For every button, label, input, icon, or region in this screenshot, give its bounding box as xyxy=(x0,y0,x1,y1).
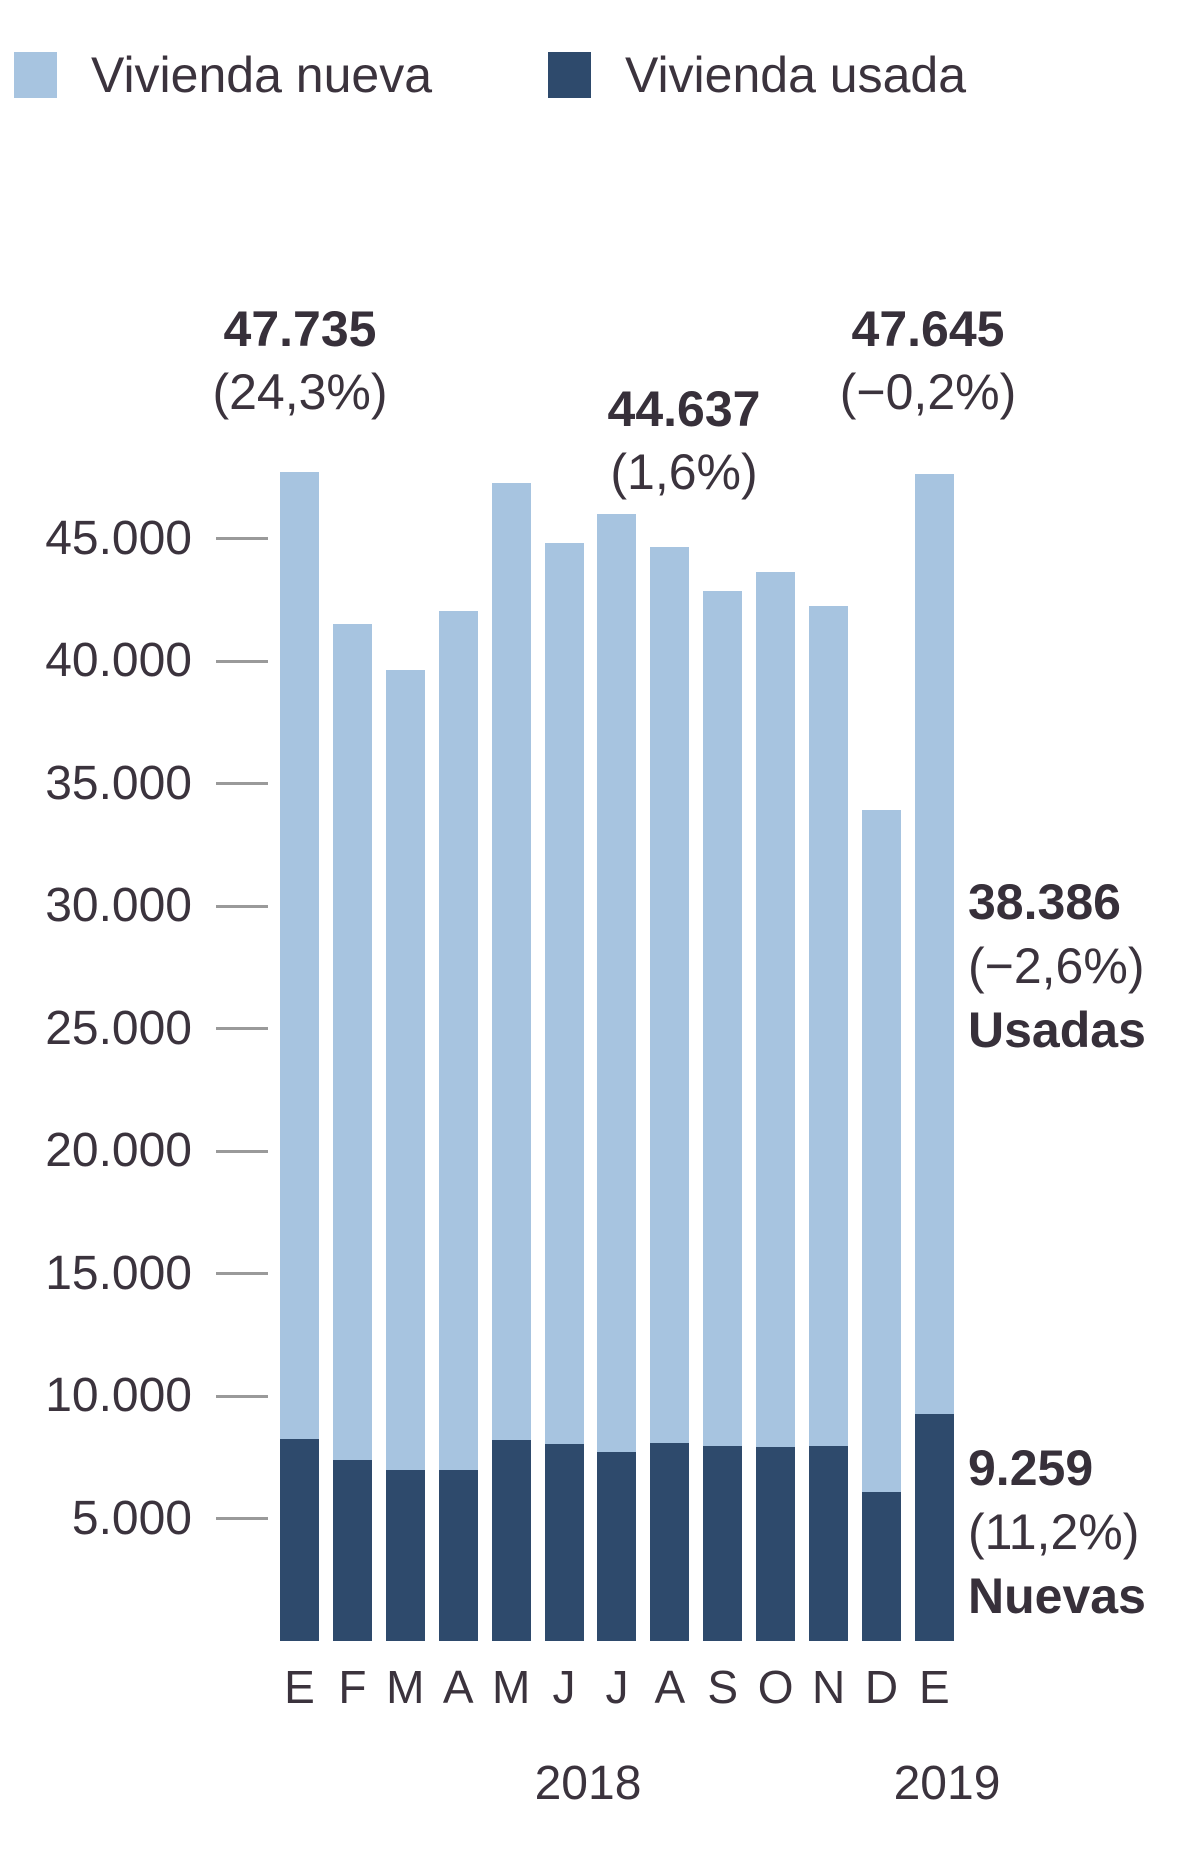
y-gridline-tick xyxy=(216,904,268,908)
bar-7-J xyxy=(597,514,637,1641)
y-axis-label: 20.000 xyxy=(45,1124,192,1177)
y-gridline-tick xyxy=(216,1149,268,1153)
y-axis-label: 30.000 xyxy=(45,879,192,932)
bar-segment-dark xyxy=(914,1414,954,1641)
bar-segment-light xyxy=(650,547,690,1443)
annotation-nuevas-label: Nuevas xyxy=(968,1568,1146,1624)
x-axis-month-label: D xyxy=(864,1661,899,1713)
y-axis-label: 5.000 xyxy=(71,1491,192,1545)
annotation-jan-2019-value: 47.645 xyxy=(851,301,1005,357)
bar-segment-dark xyxy=(544,1443,584,1641)
annotation-jan-2019-pct: (−0,2%) xyxy=(839,364,1017,420)
bar-8-A xyxy=(650,547,690,1641)
bar-plot-area xyxy=(280,0,954,1641)
bar-segment-dark xyxy=(861,1491,901,1641)
annotation-mid-2018-value: 44.637 xyxy=(607,381,761,437)
annotation-nuevas: 9.259 (11,2%) Nuevas xyxy=(968,1436,1146,1628)
bar-11-N xyxy=(809,605,849,1641)
x-axis-month-label: E xyxy=(919,1661,950,1713)
x-axis-month-label: N xyxy=(811,1661,846,1713)
bar-9-S xyxy=(703,591,743,1641)
annotation-nuevas-value: 9.259 xyxy=(968,1440,1094,1496)
y-gridline-tick xyxy=(216,782,268,785)
bar-segment-light xyxy=(438,610,478,1470)
bar-segment-dark xyxy=(650,1442,690,1641)
y-gridline-tick xyxy=(216,1027,268,1030)
bar-segment-light xyxy=(597,514,637,1453)
bar-12-D xyxy=(861,810,901,1641)
x-axis-month-label: M xyxy=(491,1661,531,1713)
annotation-usadas-label: Usadas xyxy=(968,1002,1146,1058)
bar-segment-dark xyxy=(332,1459,372,1641)
annotation-usadas-value: 38.386 xyxy=(968,874,1121,930)
bar-segment-light xyxy=(491,483,531,1441)
y-axis-label: 10.000 xyxy=(45,1369,192,1422)
legend-swatch-nueva-icon xyxy=(14,52,57,98)
bar-segment-light xyxy=(703,591,743,1447)
x-axis-month-label: A xyxy=(654,1661,686,1713)
bar-segment-light xyxy=(756,571,796,1448)
y-axis-label: 35.000 xyxy=(45,756,192,810)
annotation-jan-2018-value: 47.735 xyxy=(223,301,377,357)
bar-segment-light xyxy=(385,669,425,1470)
y-axis-label: 45.000 xyxy=(45,511,192,565)
bar-segment-dark xyxy=(385,1469,425,1641)
bar-segment-dark xyxy=(597,1452,637,1641)
bar-6-J xyxy=(544,543,584,1641)
annotation-mid-2018: 44.637 (1,6%) xyxy=(534,378,834,504)
annotation-nuevas-pct: (11,2%) xyxy=(968,1504,1140,1560)
x-axis-month-label: J xyxy=(552,1661,576,1713)
x-axis-month-label: F xyxy=(338,1661,367,1713)
bar-1-E xyxy=(280,471,319,1641)
legend-label-nueva: Vivienda nueva xyxy=(91,47,433,103)
annotation-jan-2019: 47.645 (−0,2%) xyxy=(778,298,1078,424)
bar-segment-dark xyxy=(756,1447,796,1641)
x-axis-month-label: J xyxy=(605,1661,629,1713)
y-axis-label: 40.000 xyxy=(45,634,192,687)
legend-item-usada: Vivienda usada xyxy=(548,47,966,103)
legend-item-nueva: Vivienda nueva xyxy=(14,47,432,103)
bar-segment-light xyxy=(914,473,954,1415)
annotation-usadas-pct: (−2,6%) xyxy=(968,938,1145,994)
y-gridline-tick xyxy=(216,1394,268,1398)
bar-segment-dark xyxy=(703,1446,743,1641)
y-gridline-tick xyxy=(216,537,268,540)
x-axis-month-label: M xyxy=(386,1661,425,1713)
x-axis-month-label: E xyxy=(284,1661,315,1713)
bar-13-E xyxy=(914,473,954,1641)
legend-label-usada: Vivienda usada xyxy=(625,47,967,103)
bar-segment-light xyxy=(544,543,584,1444)
x-axis-month-label: O xyxy=(757,1661,794,1713)
x-axis-month-label: A xyxy=(442,1661,474,1713)
annotation-jan-2018: 47.735 (24,3%) xyxy=(150,298,450,424)
y-axis-label: 25.000 xyxy=(45,1001,192,1055)
bar-4-A xyxy=(438,610,478,1641)
bar-segment-dark xyxy=(809,1446,849,1641)
annotation-jan-2018-pct: (24,3%) xyxy=(212,364,388,420)
bar-segment-light xyxy=(861,810,901,1492)
annotation-usadas: 38.386 (−2,6%) Usadas xyxy=(968,870,1146,1062)
bar-segment-dark xyxy=(491,1440,531,1641)
bar-10-O xyxy=(756,571,796,1641)
x-axis-month-label: S xyxy=(707,1661,739,1713)
x-axis-year-2019: 2019 xyxy=(893,1757,1001,1810)
bar-segment-light xyxy=(332,624,372,1460)
bar-segment-dark xyxy=(438,1469,478,1641)
y-gridline-tick xyxy=(216,1517,268,1520)
bar-3-M xyxy=(385,669,425,1641)
bar-segment-light xyxy=(280,471,319,1439)
y-gridline-tick xyxy=(216,1272,268,1275)
legend-swatch-usada-icon xyxy=(548,52,591,98)
y-axis-label: 15.000 xyxy=(45,1246,192,1300)
y-gridline-tick xyxy=(216,659,268,663)
x-axis-year-2018: 2018 xyxy=(534,1757,642,1810)
bar-2-F xyxy=(332,624,372,1641)
annotation-mid-2018-pct: (1,6%) xyxy=(610,444,758,500)
bar-segment-dark xyxy=(280,1438,319,1641)
bar-5-M xyxy=(491,483,531,1641)
bar-segment-light xyxy=(809,605,849,1447)
